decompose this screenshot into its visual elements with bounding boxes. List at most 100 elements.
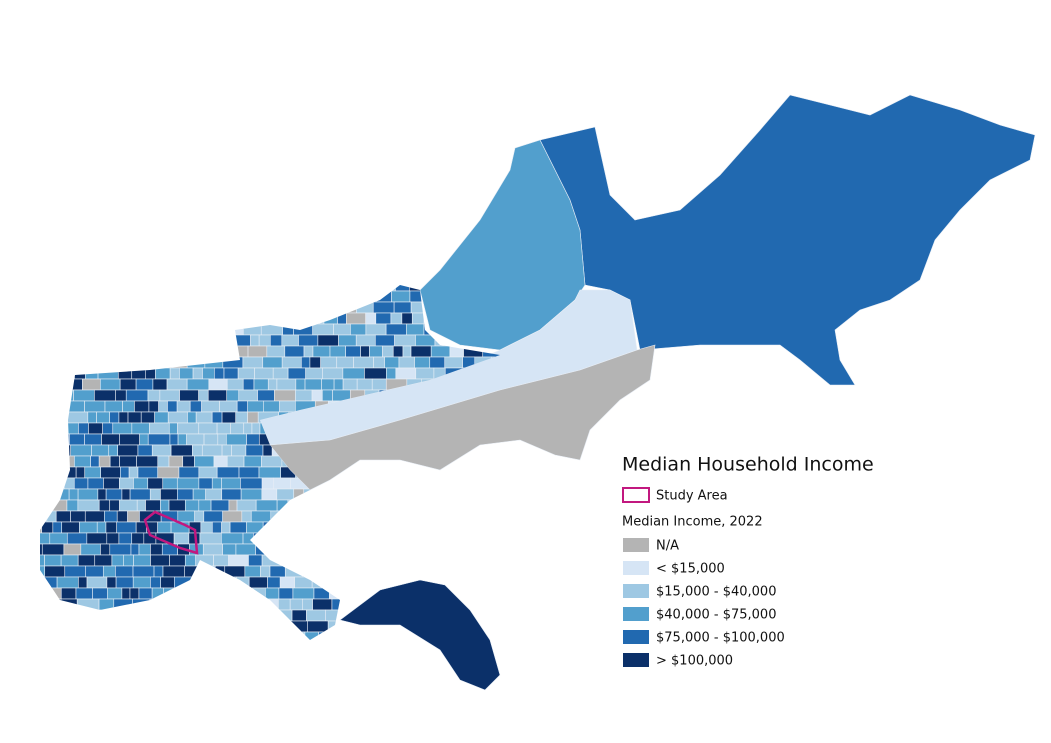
- tract: [169, 609, 191, 622]
- tract: [167, 411, 188, 424]
- tract: [118, 643, 138, 654]
- tract: [467, 466, 480, 479]
- tract: [91, 345, 114, 358]
- tract: [240, 477, 263, 490]
- tract: [494, 587, 500, 600]
- tract: [59, 444, 71, 457]
- tract: [86, 631, 96, 640]
- tract: [220, 532, 244, 545]
- tract: [437, 488, 454, 501]
- tract: [444, 532, 464, 545]
- tract: [251, 312, 263, 325]
- tract: [292, 587, 315, 600]
- tract: [392, 345, 404, 358]
- tract: [333, 378, 344, 391]
- tract: [389, 631, 400, 640]
- tract: [117, 367, 133, 380]
- tract: [40, 620, 57, 633]
- tract: [273, 521, 285, 534]
- tract: [211, 576, 228, 589]
- tract: [127, 334, 148, 347]
- tract: [278, 587, 294, 600]
- tract: [238, 620, 250, 633]
- tract: [256, 290, 275, 303]
- tract: [246, 521, 264, 534]
- tract: [365, 323, 387, 336]
- tract: [222, 301, 244, 314]
- tract: [129, 312, 151, 325]
- tract: [163, 587, 176, 600]
- tract: [337, 312, 347, 325]
- tract: [470, 455, 481, 468]
- tract: [250, 609, 273, 622]
- tract: [204, 356, 224, 369]
- tract: [40, 455, 52, 468]
- tract: [197, 598, 217, 611]
- tract: [323, 301, 335, 314]
- east-area: [539, 94, 1036, 386]
- tract: [317, 334, 339, 347]
- tract: [342, 488, 361, 501]
- tract: [51, 334, 70, 347]
- tract: [504, 533, 522, 544]
- tract: [80, 543, 101, 556]
- tract: [68, 301, 78, 314]
- tract: [386, 367, 397, 380]
- tract: [160, 576, 175, 589]
- tract: [459, 510, 480, 523]
- tract: [384, 356, 400, 369]
- tract: [79, 334, 102, 347]
- tract: [304, 510, 326, 523]
- tract: [399, 488, 419, 501]
- tract: [458, 521, 471, 534]
- tract: [371, 543, 388, 556]
- tract: [338, 521, 353, 534]
- tract: [356, 565, 376, 578]
- tract: [132, 576, 151, 589]
- tract: [252, 631, 269, 640]
- tract: [238, 466, 260, 479]
- tract: [493, 455, 500, 468]
- tract: [117, 444, 139, 457]
- tract: [55, 620, 71, 633]
- tract: [356, 477, 371, 490]
- tract: [40, 598, 43, 611]
- tract: [357, 466, 380, 479]
- tract: [105, 488, 123, 501]
- tract: [30, 577, 38, 588]
- tract: [168, 422, 178, 435]
- tract: [169, 367, 180, 380]
- tract: [328, 499, 346, 512]
- tract: [87, 356, 103, 369]
- tract: [317, 521, 329, 534]
- legend-swatch: [623, 630, 649, 644]
- tract: [40, 422, 58, 435]
- tract: [87, 411, 97, 424]
- tract: [133, 356, 150, 369]
- tract: [365, 290, 376, 303]
- tract: [94, 554, 113, 567]
- tract: [139, 433, 149, 446]
- tract: [380, 488, 401, 501]
- tract: [417, 532, 431, 545]
- tract: [40, 334, 52, 347]
- tract: [114, 609, 133, 622]
- tract: [221, 488, 242, 501]
- tract: [173, 643, 183, 654]
- tract: [359, 576, 370, 589]
- tract: [127, 411, 142, 424]
- tract: [307, 285, 318, 292]
- tract: [312, 598, 333, 611]
- tract: [40, 587, 42, 600]
- tract: [198, 422, 218, 435]
- tract: [356, 301, 374, 314]
- tract: [186, 378, 210, 391]
- tract: [74, 367, 86, 380]
- tract: [210, 301, 223, 314]
- tract: [229, 521, 247, 534]
- tract: [281, 356, 302, 369]
- tract: [147, 477, 164, 490]
- tract: [430, 345, 451, 358]
- tract: [68, 334, 81, 347]
- tract: [371, 532, 384, 545]
